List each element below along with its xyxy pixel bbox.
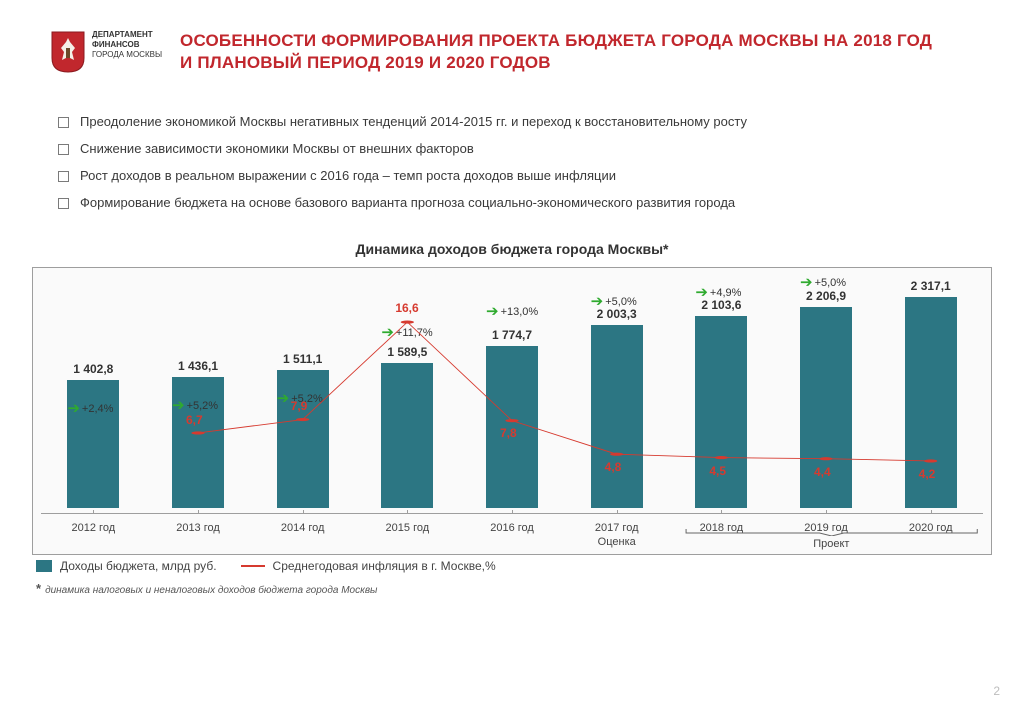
inflation-label: 7,9 <box>291 399 308 413</box>
logo-block: ДЕПАРТАМЕНТ ФИНАНСОВ ГОРОДА МОСКВЫ <box>50 30 162 74</box>
inflation-label: 4,4 <box>814 465 831 479</box>
inflation-label: 7,8 <box>500 426 517 440</box>
bullet-item: Преодоление экономикой Москвы негативных… <box>80 112 964 133</box>
inflation-label: 6,7 <box>186 413 203 427</box>
x-axis-label: 2013 год <box>146 514 251 548</box>
x-axis-label: 2014 год <box>250 514 355 548</box>
bullet-item: Снижение зависимости экономики Москвы от… <box>80 139 964 160</box>
legend: Доходы бюджета, млрд руб. Среднегодовая … <box>36 559 992 573</box>
page-number: 2 <box>993 684 1000 698</box>
legend-line-swatch <box>241 565 265 567</box>
bullet-item: Рост доходов в реальном выражении с 2016… <box>80 166 964 187</box>
x-axis-label: 2012 год <box>41 514 146 548</box>
inflation-label: 4,8 <box>605 460 622 474</box>
project-brace: Проект <box>680 528 983 550</box>
chart: 1 402,81 436,11 511,11 589,51 774,72 003… <box>32 267 992 555</box>
legend-bar-swatch <box>36 560 52 572</box>
dept-line2: ФИНАНСОВ <box>92 40 162 50</box>
footnote: *динамика налоговых и неналоговых доходо… <box>36 581 992 596</box>
dept-line1: ДЕПАРТАМЕНТ <box>92 30 162 40</box>
inflation-line <box>41 284 983 508</box>
x-axis-label: 2016 год <box>460 514 565 548</box>
bullet-list: Преодоление экономикой Москвы негативных… <box>0 86 1024 213</box>
legend-line-label: Среднегодовая инфляция в г. Москве,% <box>273 559 496 573</box>
bullet-item: Формирование бюджета на основе базового … <box>80 193 964 214</box>
dept-line3: ГОРОДА МОСКВЫ <box>92 50 162 60</box>
inflation-label: 4,5 <box>709 464 726 478</box>
page-title: ОСОБЕННОСТИ ФОРМИРОВАНИЯ ПРОЕКТА БЮДЖЕТА… <box>180 30 940 74</box>
legend-bar-label: Доходы бюджета, млрд руб. <box>60 559 217 573</box>
inflation-label: 16,6 <box>395 301 418 315</box>
inflation-label: 4,2 <box>919 467 936 481</box>
x-axis-label: 2017 годОценка <box>564 514 669 548</box>
coat-of-arms-icon <box>50 30 86 74</box>
chart-title: Динамика доходов бюджета города Москвы* <box>0 241 1024 257</box>
x-axis-label: 2015 год <box>355 514 460 548</box>
